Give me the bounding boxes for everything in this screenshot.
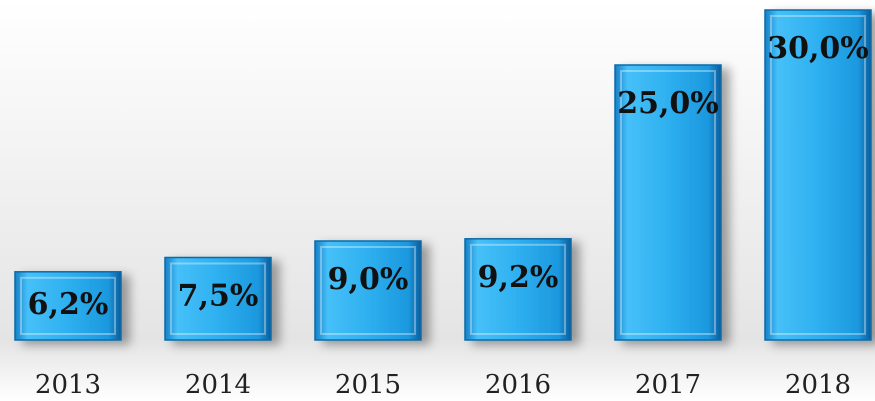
bar <box>164 256 272 341</box>
bar-bevel <box>470 243 566 335</box>
bar-bevel <box>20 276 116 335</box>
x-tick-label: 2016 <box>485 370 551 400</box>
x-tick-label: 2013 <box>35 370 101 400</box>
bar-bevel <box>770 15 866 335</box>
value-label: 25,0% <box>617 86 719 121</box>
bar <box>764 9 872 341</box>
x-tick-label: 2017 <box>635 370 701 400</box>
bar <box>14 271 122 341</box>
value-label: 7,5% <box>178 279 259 314</box>
bar-bevel <box>320 246 416 335</box>
x-tick-label: 2018 <box>785 370 851 400</box>
bar <box>464 238 572 341</box>
bar-bevel <box>170 262 266 335</box>
value-label: 6,2% <box>28 287 109 322</box>
x-tick-label: 2015 <box>335 370 401 400</box>
value-label: 30,0% <box>767 31 869 66</box>
value-label: 9,2% <box>478 260 559 295</box>
value-label: 9,0% <box>328 262 409 297</box>
bar <box>314 240 422 341</box>
bar <box>614 64 722 341</box>
x-tick-label: 2014 <box>185 370 251 400</box>
bar-bevel <box>620 70 716 335</box>
